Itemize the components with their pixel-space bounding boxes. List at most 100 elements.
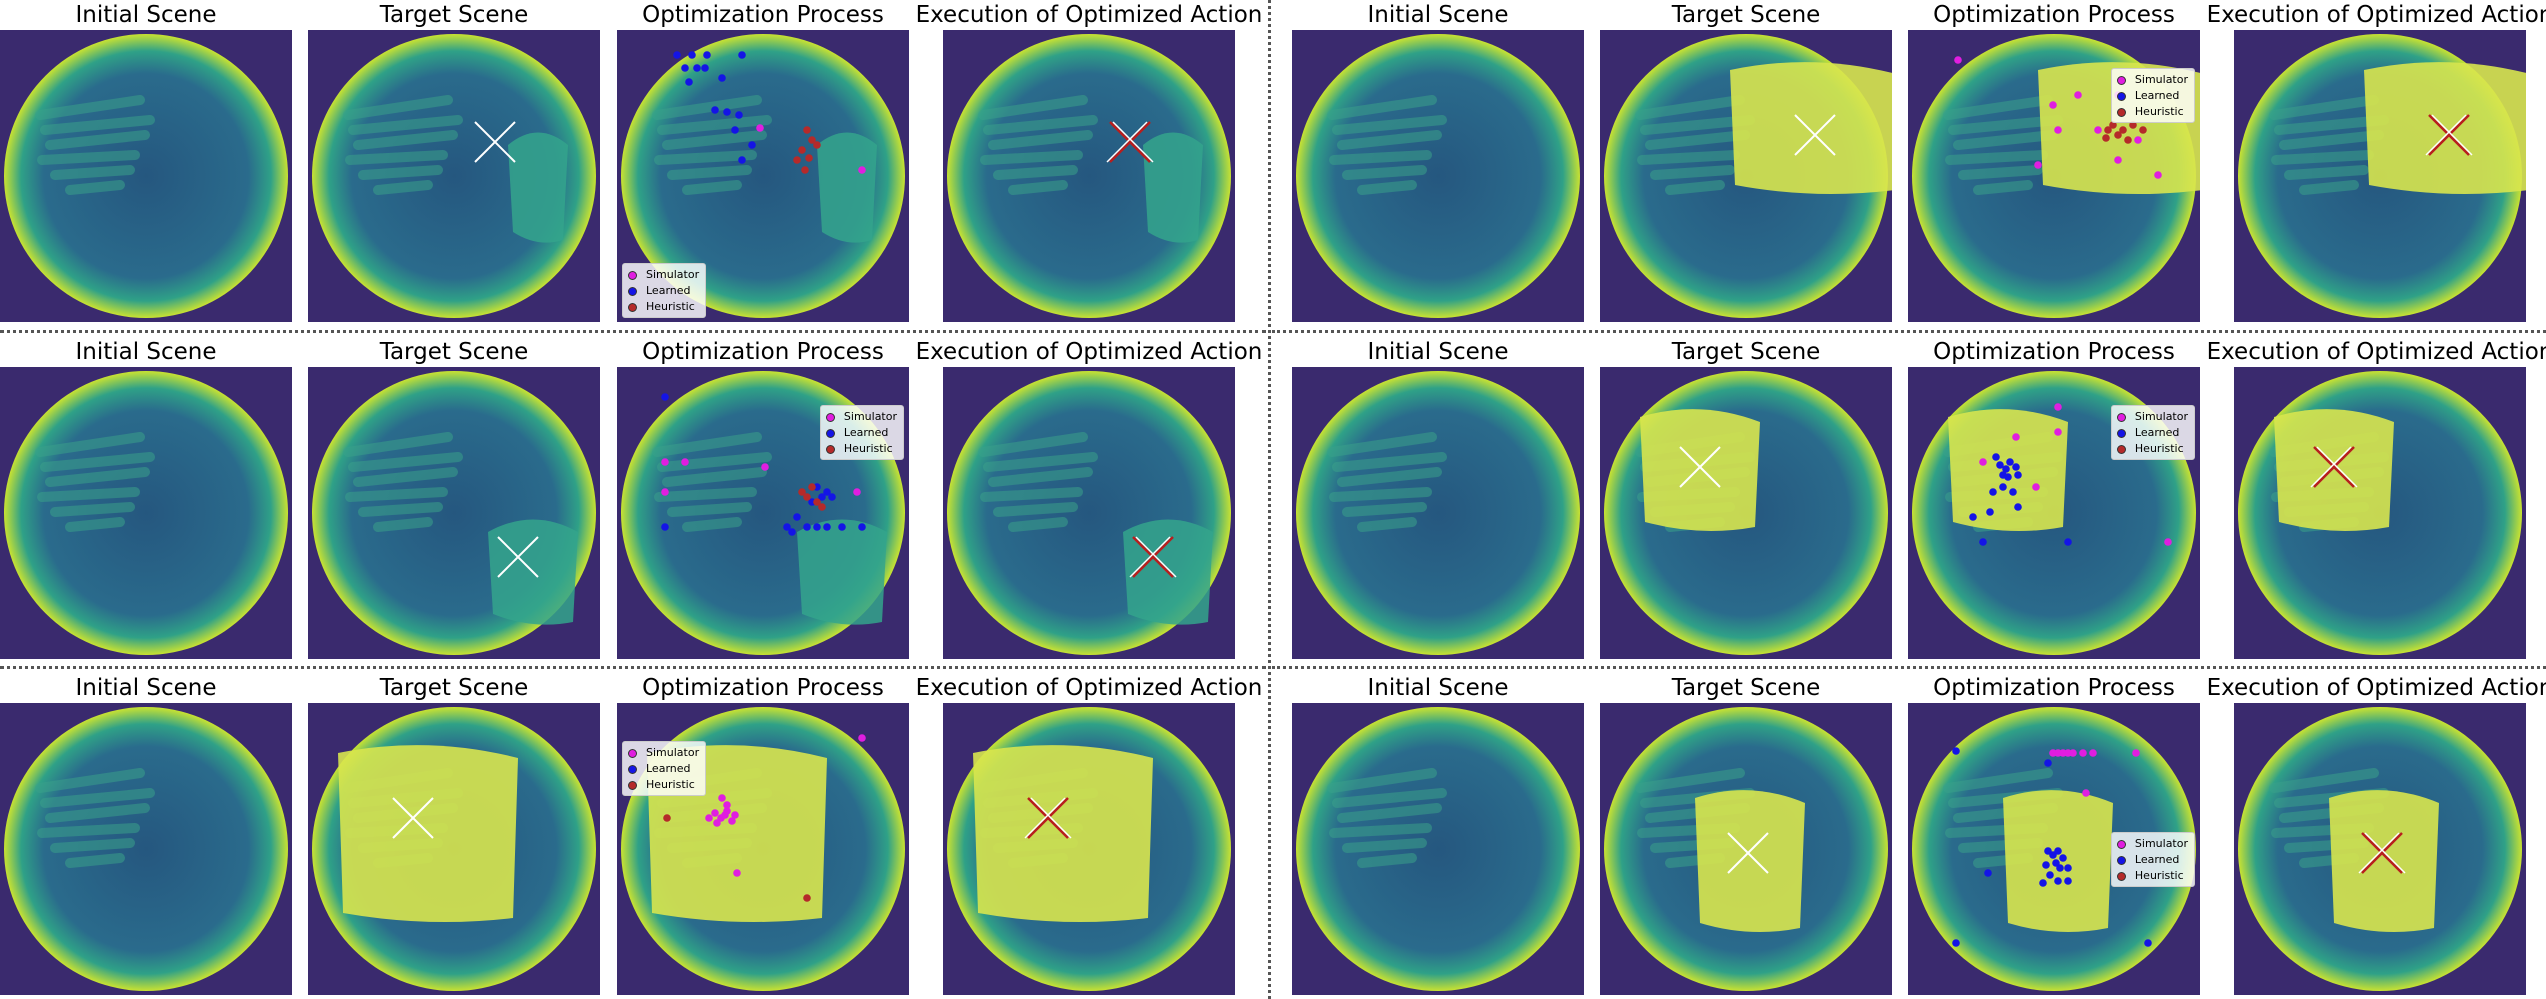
scene-objects <box>35 95 155 195</box>
learned-point <box>673 51 681 59</box>
simulator-point <box>661 458 669 466</box>
scene-render <box>617 30 909 322</box>
legend-item-simulator: Simulator <box>825 409 897 425</box>
legend: Simulator Learned Heuristic <box>2110 68 2195 123</box>
learned-point <box>783 523 791 531</box>
heuristic-point <box>805 154 813 162</box>
pushed-region <box>2274 409 2394 531</box>
legend: Simulator Learned Heuristic <box>622 263 707 318</box>
legend-marker <box>2116 91 2126 101</box>
learned-point <box>661 393 669 401</box>
simulator-point <box>733 869 741 877</box>
initial-image <box>1292 30 1584 322</box>
heuristic-point <box>803 126 811 134</box>
learned-point <box>701 64 709 72</box>
scene-objects <box>1327 95 1447 195</box>
simulator-point <box>2054 428 2062 436</box>
learned-point <box>1984 869 1992 877</box>
legend-marker <box>2116 75 2126 85</box>
initial-panel: Initial Scene <box>1292 0 1584 322</box>
heuristic-point <box>2102 134 2110 142</box>
learned-point <box>2014 503 2022 511</box>
learned-point <box>2006 458 2014 466</box>
initial-panel: Initial Scene <box>1292 337 1584 659</box>
initial-panel: Initial Scene <box>0 0 292 322</box>
simulator-point <box>681 458 689 466</box>
heuristic-point <box>803 493 811 501</box>
heuristic-point <box>813 498 821 506</box>
target-action-marker <box>1794 114 1836 156</box>
panel-title: Execution of Optimized Action <box>2206 675 2546 701</box>
pushed-region <box>1143 132 1203 243</box>
target-image <box>308 703 600 995</box>
tray <box>1296 707 1580 991</box>
pushed-region <box>508 132 568 243</box>
optimization-panel: Optimization Process Simulator Learned Heur… <box>617 673 909 995</box>
simulator-point <box>2054 126 2062 134</box>
heuristic-point <box>663 814 671 822</box>
panel-title: Initial Scene <box>1367 339 1509 365</box>
simulator-point <box>2079 749 2087 757</box>
initial-panel: Initial Scene <box>1292 673 1584 995</box>
heuristic-point <box>2114 131 2122 139</box>
simulator-point <box>2082 789 2090 797</box>
pushed-region <box>1640 409 1760 531</box>
scene-render <box>2234 30 2526 322</box>
simulator-point <box>756 124 764 132</box>
optimization-image: Simulator Learned Heuristic <box>617 703 909 995</box>
learned-point <box>1952 939 1960 947</box>
legend-item-learned: Learned <box>2116 425 2188 441</box>
executed-action-marker <box>1129 536 1177 578</box>
simulator-point <box>661 488 669 496</box>
pushed-region <box>797 519 887 625</box>
horizontal-separator-left-1 <box>0 330 1266 333</box>
target-action-marker <box>1727 832 1769 874</box>
learned-point <box>681 64 689 72</box>
scene-render <box>1600 30 1892 322</box>
legend-label: Simulator <box>646 268 700 281</box>
target-image <box>1600 367 1892 659</box>
simulator-point <box>761 463 769 471</box>
scene-render <box>1600 367 1892 659</box>
simulator-point <box>713 819 721 827</box>
heuristic-point <box>798 146 806 154</box>
execution-image <box>943 30 1235 322</box>
optimization-image: Simulator Learned Heuristic <box>1908 703 2200 995</box>
panel-title: Initial Scene <box>75 675 217 701</box>
learned-point <box>688 51 696 59</box>
tray <box>4 371 288 655</box>
heuristic-point <box>798 488 806 496</box>
learned-point <box>818 493 826 501</box>
legend-marker <box>628 780 637 790</box>
learned-point <box>1989 488 1997 496</box>
learned-point <box>813 523 821 531</box>
scene-objects <box>1327 432 1447 532</box>
legend-label: Heuristic <box>646 778 695 791</box>
legend-marker <box>2116 855 2126 865</box>
execution-image <box>2234 30 2526 322</box>
learned-point <box>661 523 669 531</box>
learned-point <box>2044 759 2052 767</box>
learned-point <box>1986 508 1994 516</box>
learned-point <box>2002 465 2010 473</box>
legend: Simulator Learned Heuristic <box>2110 405 2195 460</box>
panel-title: Execution of Optimized Action <box>2206 339 2546 365</box>
simulator-point <box>2132 749 2140 757</box>
heuristic-point <box>2139 126 2147 134</box>
horizontal-separator-right-2 <box>1272 666 2546 669</box>
execution-panel: Execution of Optimized Action <box>2207 337 2546 659</box>
learned-point <box>2004 473 2012 481</box>
learned-point <box>2054 877 2062 885</box>
target-panel: Target Scene <box>308 337 600 659</box>
learned-point <box>828 493 836 501</box>
tray <box>1296 34 1580 318</box>
execution-image <box>943 703 1235 995</box>
target-action-marker <box>392 797 434 839</box>
heuristic-point <box>808 483 816 491</box>
scene-objects <box>1327 768 1447 868</box>
simulator-point <box>2012 433 2020 441</box>
panel-title: Optimization Process <box>642 675 884 701</box>
scene-render <box>308 367 600 659</box>
panel-title: Optimization Process <box>642 339 884 365</box>
heuristic-point <box>2129 121 2137 129</box>
